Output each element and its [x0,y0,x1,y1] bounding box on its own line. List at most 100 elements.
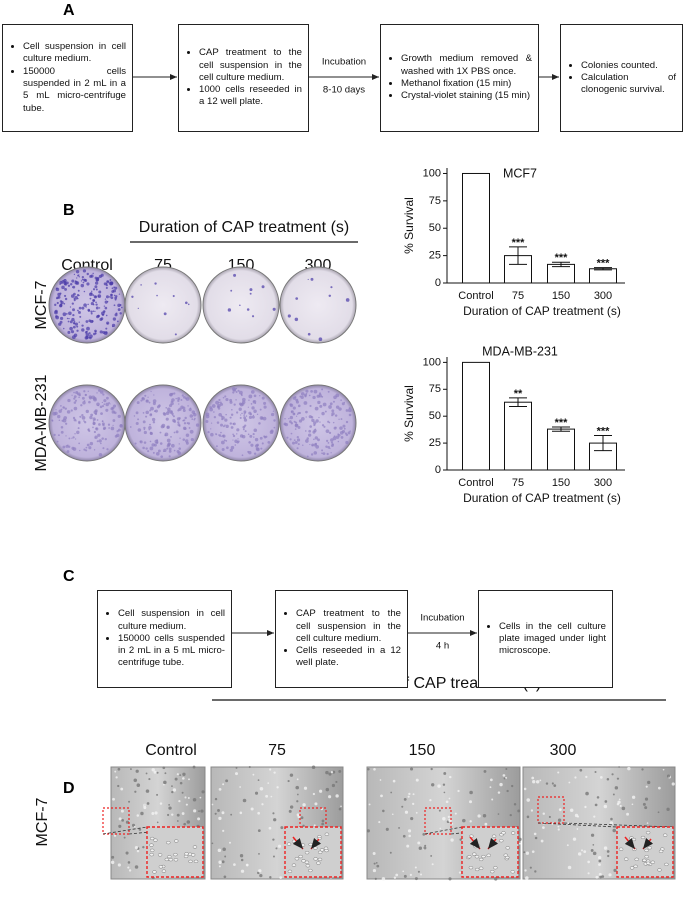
colony [83,420,85,422]
cell [258,869,262,873]
colony [333,395,337,400]
cell [149,836,155,841]
colony [221,440,225,445]
colony [66,317,69,320]
colony [313,438,315,441]
colony [98,307,101,309]
colony [65,435,67,437]
step-box: CAP treatment to the cell suspension in … [178,24,309,132]
colony [105,314,108,317]
cell [458,871,461,874]
colony [88,332,91,335]
colony [328,405,332,409]
colony [331,412,335,416]
cell [193,859,199,863]
colony [240,414,242,416]
colony [314,436,318,440]
colony [79,315,82,318]
cell [420,873,423,876]
colony [64,287,68,291]
colony [251,415,255,419]
colony [98,452,103,457]
colony [160,455,164,459]
colony [321,424,325,427]
cell [392,779,396,783]
cell [671,782,675,786]
cell [270,795,273,798]
cell [489,786,492,789]
colony [175,397,177,400]
cell [629,866,635,870]
colony [62,312,67,317]
colony [100,442,102,445]
cell [303,786,308,790]
colony [182,406,186,410]
cell [258,852,260,855]
colony [183,419,186,422]
colony [294,396,297,399]
cell [513,802,517,806]
colony [166,447,169,450]
cell [172,788,177,792]
cell [188,778,190,781]
cell [417,841,421,845]
colony [306,437,309,440]
colony [191,418,194,421]
colony [250,390,255,394]
colony [70,330,75,334]
cell [590,833,595,837]
colony [248,394,253,399]
colony [75,391,79,395]
colony [147,396,149,398]
colony [104,437,107,441]
step-item: Cell suspension in cell culture medium. [118,608,225,633]
cell [184,796,187,799]
colony [224,424,226,426]
colony [152,399,157,403]
cell [133,778,138,783]
cell [423,846,427,850]
colony [166,438,171,443]
cell [523,851,526,854]
colony [236,433,238,435]
panel-label: A [63,2,75,19]
colony [67,445,71,448]
cell [135,769,139,773]
colony [185,441,189,445]
colony [326,452,329,456]
colony [69,306,72,308]
bar [547,263,575,284]
cell [557,771,560,774]
cell [228,841,232,844]
colony [330,438,334,442]
colony [253,452,257,455]
x-axis-label: Duration of CAP treatment (s) [463,304,621,318]
colony [104,310,106,312]
colony [95,303,98,306]
colony [147,450,150,453]
colony [137,428,142,432]
cell [289,805,294,809]
colony [345,420,349,424]
cell [662,768,665,771]
cell [511,784,514,788]
cell [490,870,495,874]
colony [345,298,350,302]
colony [241,400,246,405]
cell [158,865,164,869]
cell [163,780,167,785]
colony [244,430,247,433]
cell [592,844,595,846]
colony [81,275,85,279]
colony [98,439,102,443]
cell [192,765,196,769]
colony [81,306,85,310]
cell [540,839,544,843]
colony [190,437,194,442]
colony [86,282,90,286]
colony [61,280,66,284]
colony [135,411,139,415]
bar [504,401,532,471]
colony [343,427,346,430]
colony [81,396,85,400]
